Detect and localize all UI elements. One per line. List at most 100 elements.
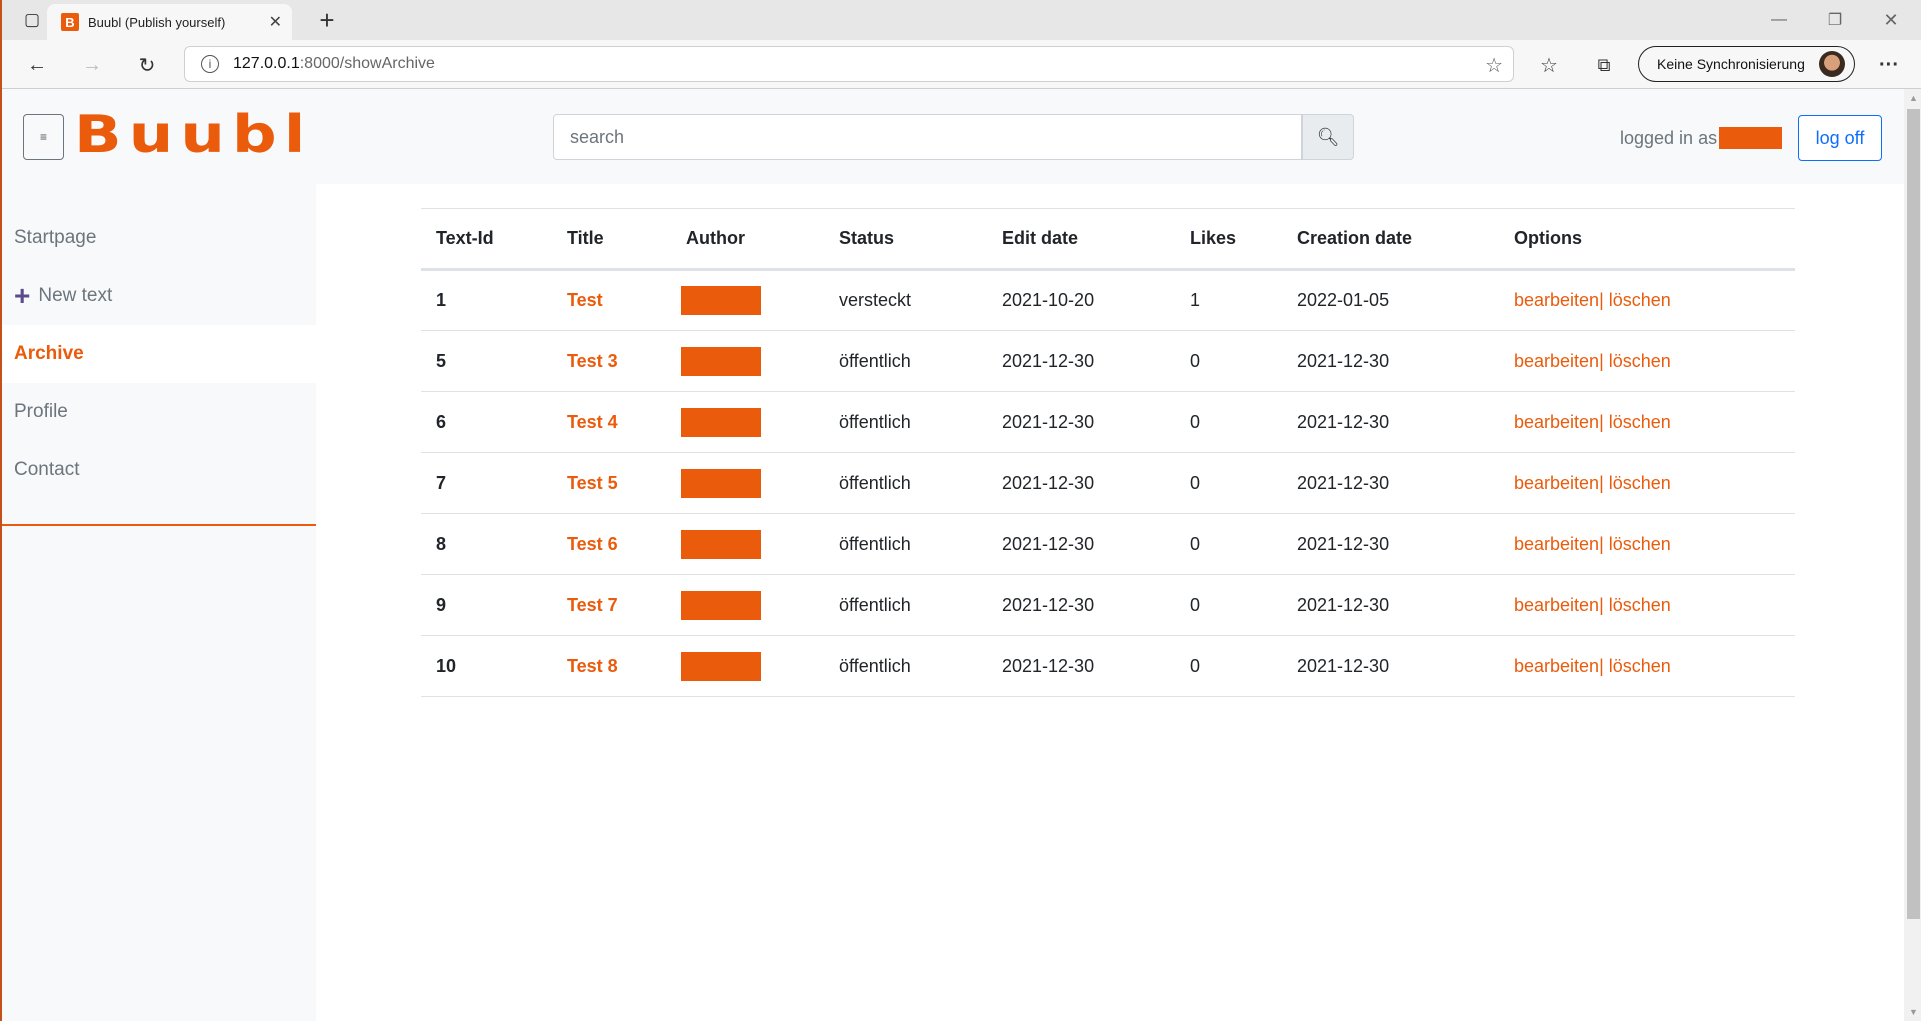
title-link[interactable]: Test 4	[552, 391, 671, 453]
scroll-up-icon[interactable]: ▲	[1909, 93, 1918, 103]
cell-creation-date: 2022-01-05	[1282, 269, 1499, 331]
author-redacted	[681, 651, 761, 681]
edit-link[interactable]: bearbeiten|	[1514, 472, 1604, 493]
table-row: 10 Test 8 öffentlich 2021-12-30 0 2021-1…	[421, 635, 1795, 697]
more-icon[interactable]: ···	[1879, 53, 1899, 76]
back-icon[interactable]: ←	[27, 53, 47, 76]
logo[interactable]: Buubl	[74, 105, 313, 165]
header-author: Author	[671, 208, 824, 271]
cell-status: öffentlich	[824, 391, 987, 453]
cell-likes: 0	[1175, 391, 1282, 453]
cell-author	[671, 513, 824, 575]
restore-icon[interactable]: ❐	[1827, 12, 1843, 29]
username-redacted	[1719, 127, 1783, 149]
cell-status: versteckt	[824, 269, 987, 331]
edit-link[interactable]: bearbeiten|	[1514, 533, 1604, 554]
cell-text-id: 6	[421, 391, 552, 453]
edit-link[interactable]: bearbeiten|	[1514, 411, 1604, 432]
edit-link[interactable]: bearbeiten|	[1514, 290, 1604, 310]
header-edit-date: Edit date	[987, 208, 1175, 271]
cell-text-id: 1	[421, 269, 552, 331]
search-input[interactable]	[553, 114, 1302, 160]
scrollbar[interactable]: ▲ ▼	[1904, 89, 1921, 1021]
cell-text-id: 7	[421, 452, 552, 514]
author-redacted	[681, 346, 761, 376]
author-redacted	[681, 468, 761, 498]
cell-text-id: 8	[421, 513, 552, 575]
delete-link[interactable]: löschen	[1608, 594, 1671, 615]
title-link[interactable]: Test 7	[552, 574, 671, 636]
forward-icon[interactable]: →	[82, 53, 102, 76]
edit-link[interactable]: bearbeiten|	[1514, 655, 1604, 676]
scroll-down-icon[interactable]: ▼	[1909, 1007, 1918, 1017]
title-link[interactable]: Test 6	[552, 513, 671, 575]
favorites-icon[interactable]: ☆	[1540, 54, 1558, 77]
cell-author	[671, 330, 824, 392]
close-tab-icon[interactable]: ✕	[268, 14, 282, 31]
search-icon: 🔍︎	[1316, 126, 1340, 147]
cell-status: öffentlich	[824, 330, 987, 392]
minimize-icon[interactable]: —	[1771, 11, 1787, 28]
favicon-icon: B	[61, 13, 79, 31]
delete-link[interactable]: löschen	[1608, 655, 1671, 676]
cell-edit-date: 2021-12-30	[987, 513, 1175, 575]
reload-icon[interactable]: ↻	[138, 54, 156, 77]
search-button[interactable]: 🔍︎	[1302, 114, 1354, 160]
edit-link[interactable]: bearbeiten|	[1514, 594, 1604, 615]
sidebar-item-contact[interactable]: Contact	[2, 441, 316, 499]
cell-options: bearbeiten| löschen	[1499, 574, 1795, 636]
cell-creation-date: 2021-12-30	[1282, 574, 1499, 636]
cell-creation-date: 2021-12-30	[1282, 635, 1499, 697]
delete-link[interactable]: löschen	[1608, 290, 1671, 310]
title-link[interactable]: Test 5	[552, 452, 671, 514]
browser-tab[interactable]: B Buubl (Publish yourself) ✕	[47, 4, 292, 40]
cell-likes: 0	[1175, 452, 1282, 514]
delete-link[interactable]: löschen	[1608, 350, 1671, 371]
new-tab-icon[interactable]: +	[319, 4, 335, 35]
scrollbar-thumb[interactable]	[1907, 109, 1920, 919]
cell-status: öffentlich	[824, 635, 987, 697]
title-link[interactable]: Test 3	[552, 330, 671, 392]
sidebar-item-startpage[interactable]: Startpage	[2, 209, 316, 267]
cell-edit-date: 2021-12-30	[987, 635, 1175, 697]
tab-actions-icon[interactable]: ▢	[23, 10, 41, 29]
cell-options: bearbeiten| löschen	[1499, 452, 1795, 514]
logged-in-status: logged in as	[1620, 127, 1783, 149]
profile-button[interactable]: Keine Synchronisierung	[1638, 46, 1855, 82]
header-text-id: Text-Id	[421, 208, 552, 271]
table-header-row: Text-Id Title Author Status Edit date Li…	[421, 208, 1795, 271]
sidebar-item-label: New text	[38, 285, 113, 306]
url-path: :8000/showArchive	[299, 55, 435, 72]
window-close-icon[interactable]: ✕	[1883, 9, 1899, 30]
cell-creation-date: 2021-12-30	[1282, 391, 1499, 453]
cell-author	[671, 635, 824, 697]
cell-author	[671, 391, 824, 453]
add-favorite-icon[interactable]: ☆	[1485, 55, 1503, 77]
table-row: 5 Test 3 öffentlich 2021-12-30 0 2021-12…	[421, 330, 1795, 392]
edit-link[interactable]: bearbeiten|	[1514, 350, 1604, 371]
title-link[interactable]: Test 8	[552, 635, 671, 697]
delete-link[interactable]: löschen	[1608, 533, 1671, 554]
delete-link[interactable]: löschen	[1608, 411, 1671, 432]
sidebar-item-label: Archive	[14, 343, 84, 364]
table-row: 7 Test 5 öffentlich 2021-12-30 0 2021-12…	[421, 452, 1795, 514]
info-icon[interactable]: i	[201, 55, 219, 73]
title-link[interactable]: Test	[552, 269, 671, 331]
cell-likes: 0	[1175, 513, 1282, 575]
address-bar[interactable]: i 127.0.0.1:8000/showArchive ☆	[184, 46, 1514, 82]
author-redacted	[681, 590, 761, 620]
cell-options: bearbeiten| löschen	[1499, 513, 1795, 575]
log-off-button[interactable]: log off	[1798, 115, 1882, 161]
collections-icon[interactable]: ⧉	[1597, 54, 1611, 75]
sidebar: Startpage + New text Archive Profile Cont…	[2, 184, 316, 1021]
cell-options: bearbeiten| löschen	[1499, 391, 1795, 453]
delete-link[interactable]: löschen	[1608, 472, 1671, 493]
cell-status: öffentlich	[824, 513, 987, 575]
cell-status: öffentlich	[824, 574, 987, 636]
sidebar-item-archive[interactable]: Archive	[2, 325, 316, 383]
menu-toggle-button[interactable]: ≡	[23, 114, 64, 160]
sidebar-item-new-text[interactable]: + New text	[2, 267, 316, 325]
browser-tab-strip: ▢ B Buubl (Publish yourself) ✕ + — ❐ ✕	[2, 0, 1921, 40]
sidebar-item-profile[interactable]: Profile	[2, 383, 316, 441]
header-title: Title	[552, 208, 671, 271]
